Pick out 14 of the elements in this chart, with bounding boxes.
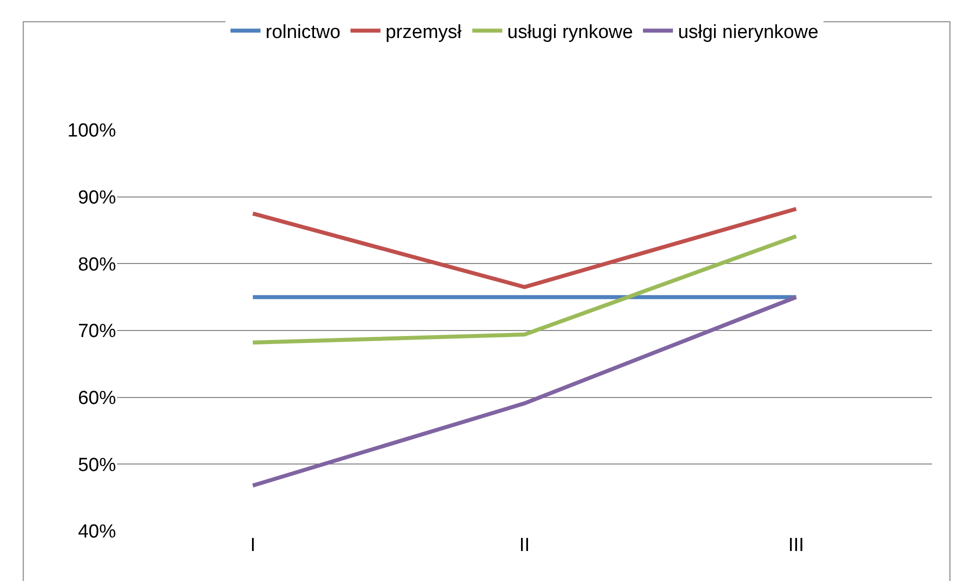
legend-label: usługi rynkowe xyxy=(507,22,633,44)
y-tick-label: 80% xyxy=(78,254,116,276)
legend-label: przemysł xyxy=(385,22,462,44)
legend-label: rolnictwo xyxy=(266,22,340,44)
y-tick-label: 50% xyxy=(78,454,116,476)
x-tick-label: I xyxy=(250,535,256,556)
y-tick-label: 70% xyxy=(78,321,116,342)
y-tick-label: 100% xyxy=(67,120,116,142)
y-tick-label: 40% xyxy=(78,522,116,543)
y-tick-label: 60% xyxy=(78,388,116,409)
x-tick-label: III xyxy=(788,535,804,556)
x-tick-label: II xyxy=(519,535,530,556)
y-tick-label: 90% xyxy=(78,187,116,208)
legend-label: usłgi nierynkowe xyxy=(678,22,818,44)
